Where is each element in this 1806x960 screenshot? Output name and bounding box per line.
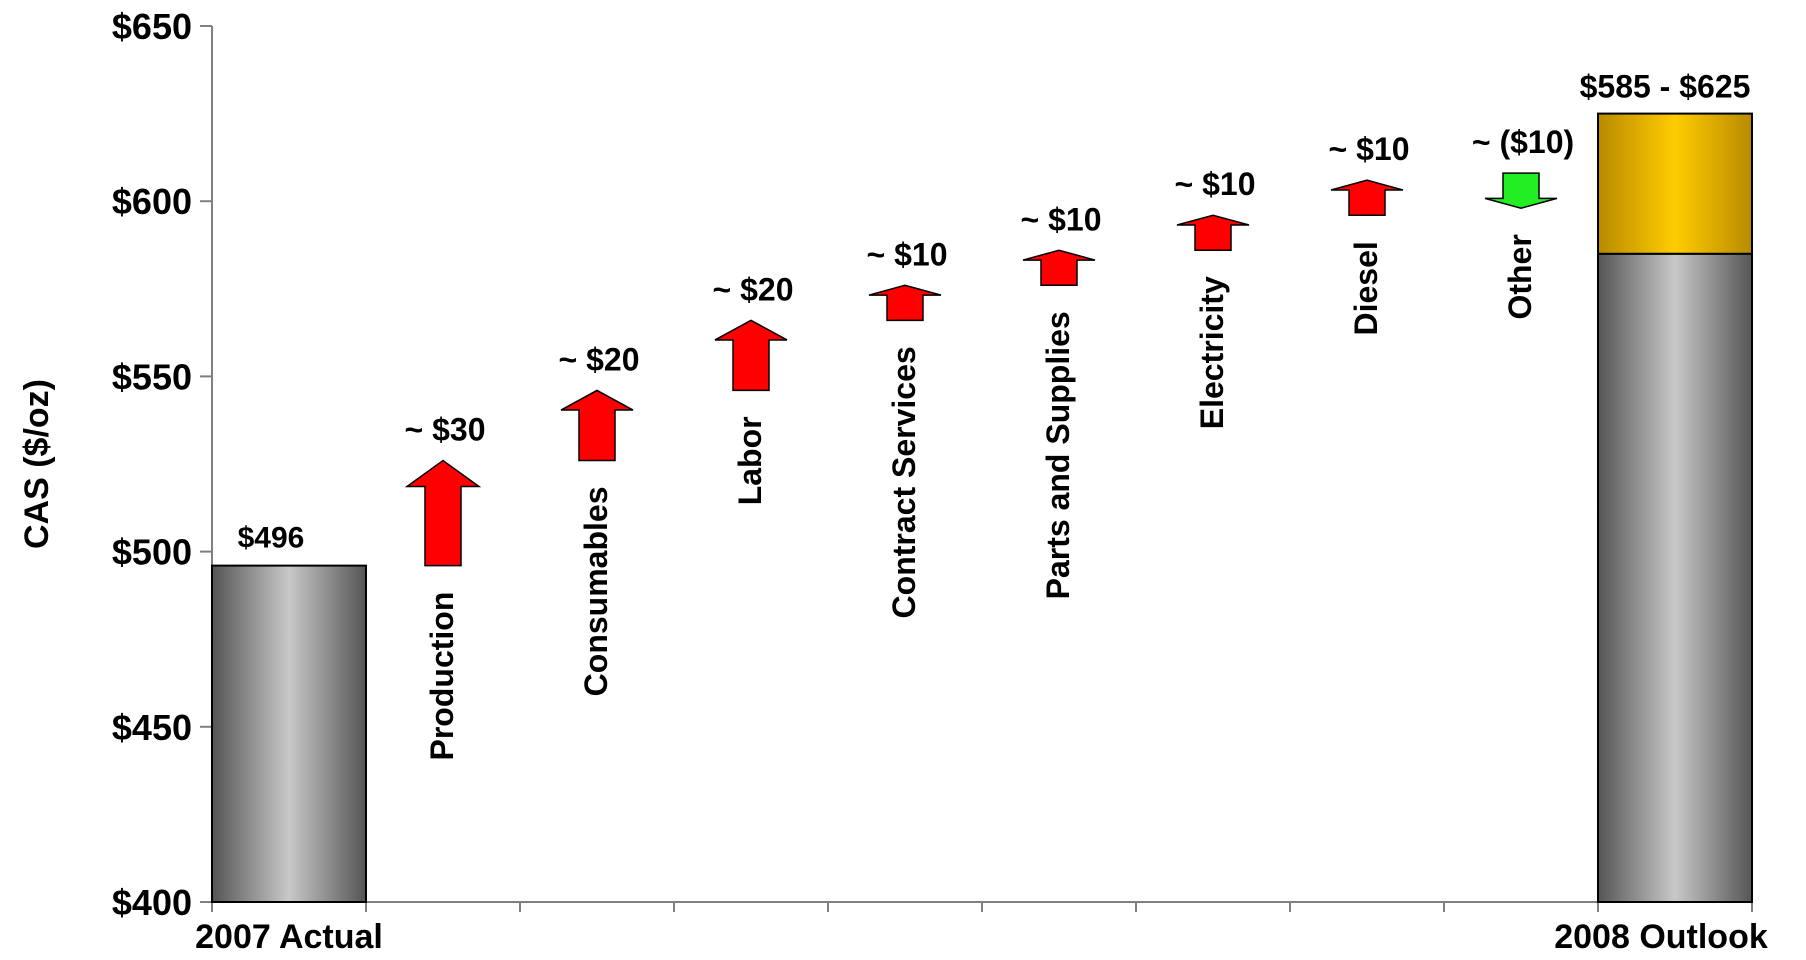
step-value-label-parts-and-supplies: ~ $10 (1021, 201, 1102, 237)
y-tick-label: $450 (112, 707, 192, 748)
y-tick-label: $600 (112, 181, 192, 222)
step-arrow-diesel (1330, 179, 1404, 216)
step-value-label-production: ~ $30 (405, 411, 486, 447)
step-arrow-electricity (1176, 214, 1250, 252)
step-arrow-labor (714, 319, 788, 392)
step-category-label-electricity: Electricity (1194, 276, 1230, 429)
step-category-label-diesel: Diesel (1348, 241, 1384, 335)
step-arrow-contract-services (868, 284, 942, 322)
step-category-label-labor: Labor (732, 416, 768, 505)
step-value-label-electricity: ~ $10 (1175, 166, 1256, 202)
end-bar-range (1597, 112, 1753, 255)
axes: $400 $450 $500 $550 $600 $650 CAS ($/oz) (18, 6, 1753, 923)
end-bar-base (1597, 252, 1753, 903)
end-category-label: 2008 Outlook (1554, 918, 1768, 956)
end-range-label: $585 - $625 (1580, 69, 1751, 105)
step-arrow-other (1484, 172, 1558, 209)
y-tick-label: $400 (112, 882, 192, 923)
bars (211, 112, 1753, 904)
step-category-label-contract-services: Contract Services (886, 346, 922, 618)
step-category-label-other: Other (1502, 234, 1538, 319)
start-bar (211, 564, 367, 904)
step-value-label-consumables: ~ $20 (559, 341, 640, 377)
y-tick-label: $500 (112, 532, 192, 573)
step-arrow-production (404, 459, 482, 567)
step-category-label-parts-and-supplies: Parts and Supplies (1040, 311, 1076, 599)
step-value-label-labor: ~ $20 (713, 271, 794, 307)
step-arrow-parts-and-supplies (1022, 249, 1096, 287)
step-value-label-other: ~ ($10) (1472, 124, 1574, 160)
step-category-label-production: Production (424, 592, 460, 761)
y-tick-label: $550 (112, 356, 192, 397)
y-axis-title: CAS ($/oz) (18, 379, 56, 549)
labels: $496 2007 Actual $585 - $625 2008 Outlook ~ … (195, 69, 1768, 956)
step-arrows (404, 172, 1558, 567)
step-value-label-contract-services: ~ $10 (867, 236, 948, 272)
start-value-label: $496 (238, 522, 305, 555)
y-tick-label: $650 (112, 6, 192, 47)
start-category-label: 2007 Actual (195, 918, 383, 956)
step-arrow-consumables (560, 389, 634, 462)
step-category-label-consumables: Consumables (578, 486, 614, 696)
step-value-label-diesel: ~ $10 (1329, 131, 1410, 167)
